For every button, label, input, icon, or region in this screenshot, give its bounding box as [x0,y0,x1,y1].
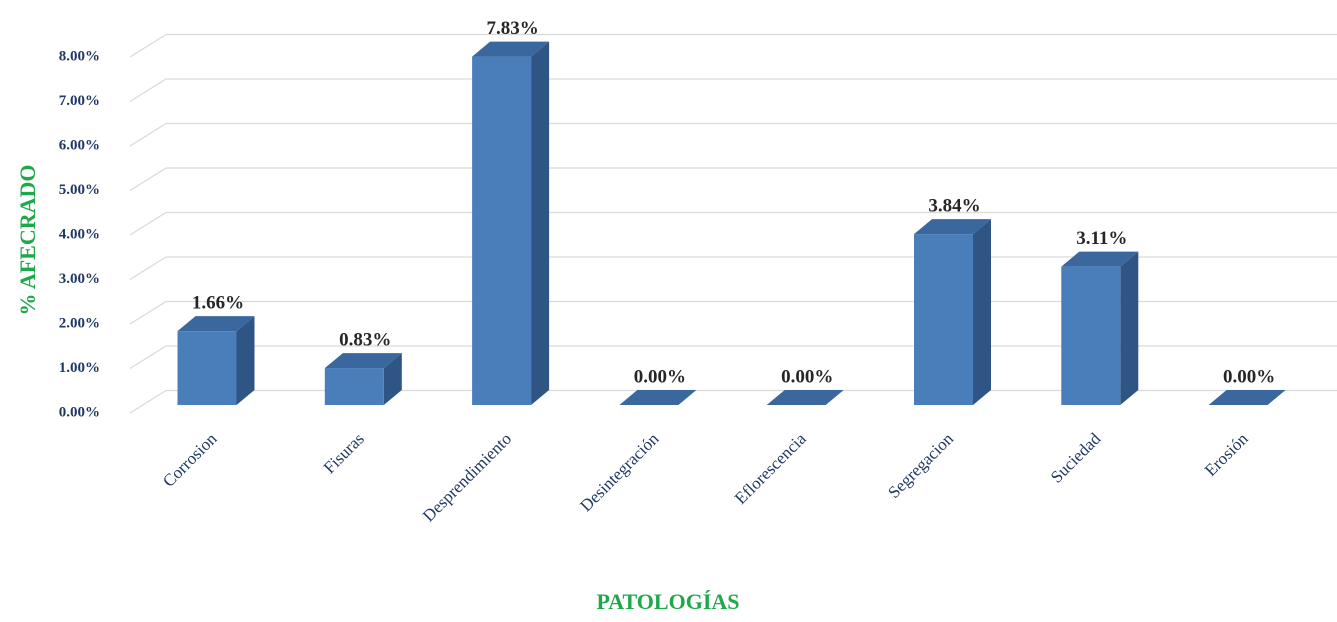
grid-line [129,389,167,414]
value-label: 0.83% [339,329,391,350]
x-tick-label: Corrosion [159,429,221,491]
x-axis-title: PATOLOGÍAS [596,589,739,614]
y-tick-label: 6.00% [59,137,100,153]
bar [472,41,550,405]
value-label: 7.83% [486,18,538,39]
value-label: 1.66% [192,292,244,313]
x-tick-label: Desprendimiento [419,429,515,525]
grid-line [129,211,167,236]
bar-front [914,234,973,405]
bar-side [973,219,991,405]
value-label: 3.11% [1076,228,1127,249]
value-label: 0.00% [1223,366,1275,387]
x-tick-label: Erosión [1201,429,1252,480]
bar [177,316,255,405]
bar-side [236,316,255,405]
bar-top [766,390,844,405]
x-tick-label: Desintegración [576,429,663,516]
bar-side [383,353,402,405]
bar-front [177,331,237,405]
y-tick-label: 0.00% [59,404,100,420]
bar [324,353,402,405]
value-label: 0.00% [781,366,833,387]
bar-top [324,353,402,369]
bar-front [472,56,532,405]
bar-top [472,41,550,57]
bar-side [531,41,550,405]
bar-top [619,390,697,405]
grid-line [129,78,167,103]
y-axis-title: % AFECRADO [15,165,40,316]
bar-top [177,316,255,332]
x-tick-label: Suciedad [1047,429,1105,487]
bar-top [1061,251,1139,267]
x-tick-label: Eflorescencia [731,429,810,508]
y-tick-label: 3.00% [59,271,100,287]
value-label: 0.00% [634,366,686,387]
y-tick-label: 1.00% [59,360,100,376]
y-tick-label: 7.00% [59,93,100,109]
bar [766,390,844,405]
bar [1208,390,1286,405]
bar-front [324,368,384,405]
bar-side [1120,251,1139,405]
y-tick-label: 2.00% [59,315,100,331]
y-tick-label: 4.00% [59,226,100,242]
x-tick-label: Segregacion [884,429,957,502]
bar-front [1061,266,1121,405]
bar [619,390,697,405]
grid-line [129,345,167,370]
x-tick-label: Fisuras [320,429,368,477]
grid-line [129,300,167,325]
bar-top [914,219,991,235]
value-label: 3.84% [928,195,980,216]
bar [914,219,991,405]
grid-line [129,33,167,58]
grid-line [129,122,167,147]
y-tick-label: 5.00% [59,182,100,198]
grid-line [129,167,167,192]
bar [1061,251,1139,405]
y-tick-label: 8.00% [59,48,100,64]
bar-top [1208,390,1286,405]
grid-line [129,256,167,281]
